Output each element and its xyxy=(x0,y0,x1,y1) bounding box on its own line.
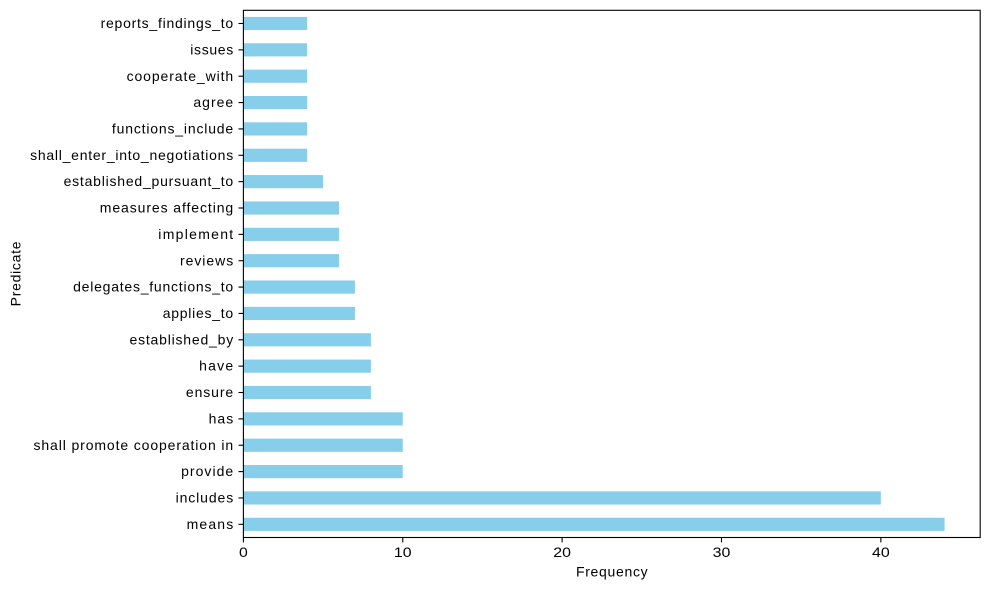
svg-text:Frequency: Frequency xyxy=(576,564,648,580)
svg-text:measures affecting: measures affecting xyxy=(100,200,233,216)
svg-text:issues: issues xyxy=(190,41,233,57)
svg-text:includes: includes xyxy=(176,490,234,506)
svg-text:ensure: ensure xyxy=(186,384,234,400)
svg-text:delegates_functions_to: delegates_functions_to xyxy=(73,279,233,295)
svg-text:has: has xyxy=(209,410,234,426)
svg-text:20: 20 xyxy=(553,544,571,560)
svg-text:shall_enter_into_negotiations: shall_enter_into_negotiations xyxy=(30,147,233,163)
svg-text:0: 0 xyxy=(239,544,248,560)
svg-text:cooperate_with: cooperate_with xyxy=(127,68,234,84)
svg-text:established_by: established_by xyxy=(130,331,234,347)
svg-text:reports_findings_to: reports_findings_to xyxy=(101,15,234,31)
svg-text:10: 10 xyxy=(394,544,412,560)
svg-text:Predicate: Predicate xyxy=(8,241,24,306)
svg-text:applies_to: applies_to xyxy=(163,305,234,321)
svg-text:functions_include: functions_include xyxy=(112,120,234,136)
svg-text:shall promote cooperation in: shall promote cooperation in xyxy=(34,437,234,453)
svg-text:reviews: reviews xyxy=(180,252,233,268)
svg-text:agree: agree xyxy=(193,94,233,110)
svg-text:have: have xyxy=(199,358,233,374)
svg-text:provide: provide xyxy=(181,463,233,479)
svg-text:means: means xyxy=(187,516,234,532)
svg-text:implement: implement xyxy=(158,226,233,242)
svg-text:established_pursuant_to: established_pursuant_to xyxy=(64,173,234,189)
svg-text:40: 40 xyxy=(872,544,890,560)
svg-text:30: 30 xyxy=(713,544,731,560)
